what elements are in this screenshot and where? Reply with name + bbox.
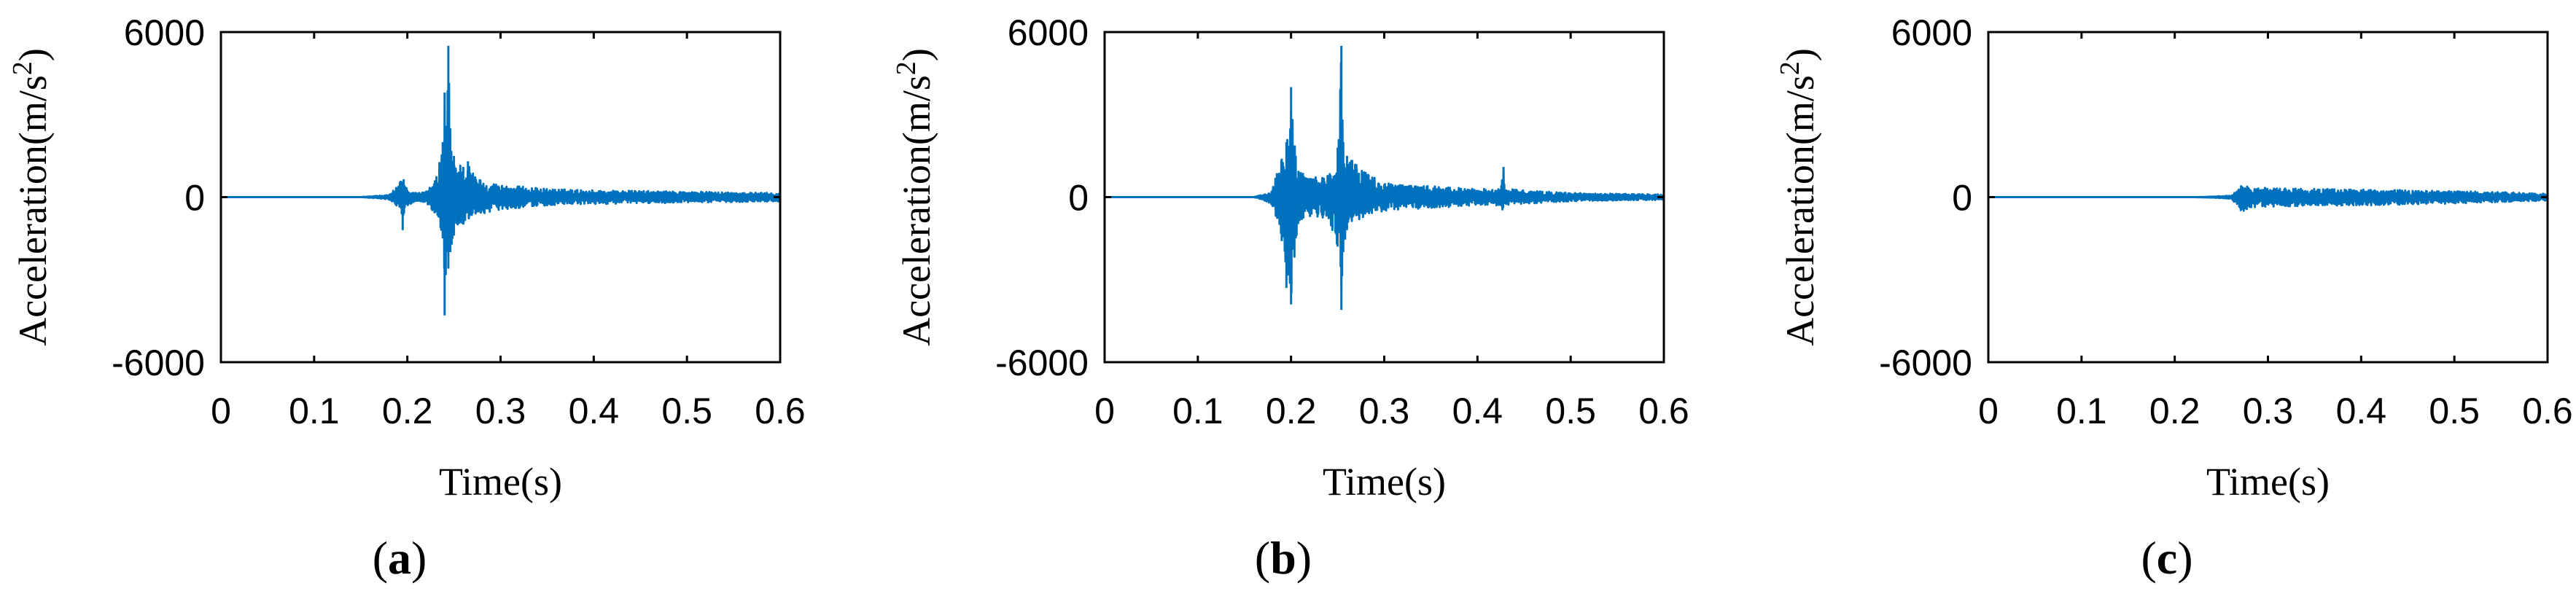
x-tick-label: 0.4 bbox=[569, 391, 620, 431]
chart-panel-c: 0 0.1 0.2 0.3 0.4 0.5 0.660000-6000Time(s)Acce… bbox=[1775, 12, 2573, 584]
y-tick-label: 0 bbox=[1952, 178, 1972, 219]
x-tick-label: 0 bbox=[211, 391, 231, 431]
x-tick-label: 0.6 bbox=[755, 391, 806, 431]
x-tick-label: 0.2 bbox=[1266, 391, 1317, 431]
x-tick-label: 0.1 bbox=[1172, 391, 1223, 431]
x-axis-label: Time(s) bbox=[2206, 460, 2330, 504]
x-tick-label: 0.1 bbox=[2056, 391, 2107, 431]
y-axis-label: Acceleration(m/s2) bbox=[891, 48, 938, 346]
y-tick-label: 0 bbox=[184, 178, 205, 219]
x-tick-label: 0.5 bbox=[661, 391, 712, 431]
y-tick-label: 0 bbox=[1068, 178, 1089, 219]
panel-label: (a) bbox=[373, 532, 427, 584]
x-tick-label: 0.1 bbox=[289, 391, 340, 431]
y-axis-label: Acceleration(m/s2) bbox=[7, 48, 55, 346]
panel-label: (b) bbox=[1255, 532, 1312, 584]
y-axis-label: Acceleration(m/s2) bbox=[1775, 48, 1822, 346]
x-tick-label: 0.3 bbox=[475, 391, 526, 431]
x-tick-label: 0.2 bbox=[2149, 391, 2201, 431]
y-tick-label: -6000 bbox=[112, 343, 205, 383]
x-tick-label: 0.6 bbox=[2522, 391, 2573, 431]
signal-series-line bbox=[220, 45, 782, 316]
x-axis-label: Time(s) bbox=[1323, 460, 1446, 504]
x-tick-label: 0.2 bbox=[382, 391, 433, 431]
signal-series-line bbox=[1104, 45, 1665, 310]
panel-label: (c) bbox=[2141, 532, 2192, 584]
x-tick-label: 0.4 bbox=[2336, 391, 2387, 431]
x-tick-label: 0.4 bbox=[1452, 391, 1503, 431]
x-tick-label: 0.3 bbox=[1359, 391, 1410, 431]
y-tick-label: 6000 bbox=[1891, 12, 1972, 53]
x-tick-label: 0.3 bbox=[2243, 391, 2294, 431]
x-tick-label: 0 bbox=[1094, 391, 1115, 431]
y-tick-label: 6000 bbox=[124, 12, 205, 53]
chart-panel-b: 0 0.1 0.2 0.3 0.4 0.5 0.660000-6000Time(s)Acce… bbox=[891, 12, 1689, 584]
chart-panel-a: 0 0.1 0.2 0.3 0.4 0.5 0.660000-6000Time(s)Acce… bbox=[7, 12, 806, 584]
x-tick-label: 0.6 bbox=[1638, 391, 1689, 431]
y-tick-label: 6000 bbox=[1008, 12, 1089, 53]
x-tick-label: 0 bbox=[1978, 391, 1999, 431]
x-tick-label: 0.5 bbox=[1545, 391, 1596, 431]
x-axis-label: Time(s) bbox=[439, 460, 562, 504]
y-tick-label: -6000 bbox=[995, 343, 1089, 383]
y-tick-label: -6000 bbox=[1879, 343, 1972, 383]
x-tick-label: 0.5 bbox=[2429, 391, 2480, 431]
signal-series-line bbox=[1988, 185, 2549, 212]
